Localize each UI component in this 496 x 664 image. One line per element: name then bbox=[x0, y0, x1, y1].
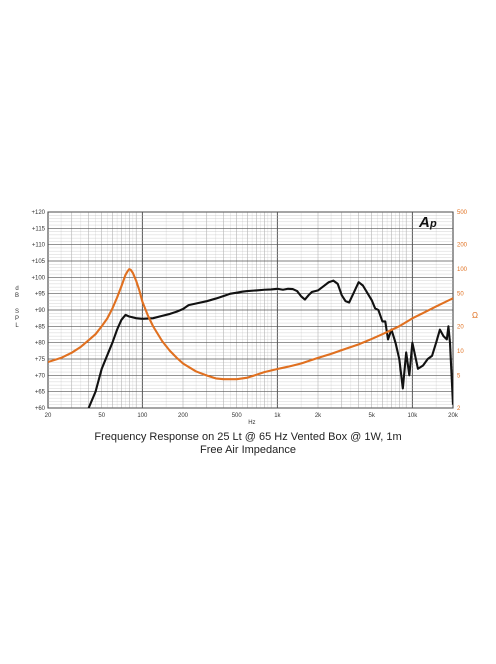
chart-series-layer bbox=[48, 268, 453, 408]
y-right-tick-label: 20 bbox=[457, 324, 464, 330]
x-tick-label: 100 bbox=[137, 413, 148, 419]
ap-logo: A p bbox=[418, 214, 437, 231]
y-left-tick-label: +120 bbox=[31, 210, 45, 216]
y-left-axis-label-char: P bbox=[15, 316, 19, 322]
y-right-tick-label: 2 bbox=[457, 406, 461, 412]
x-tick-label: 1k bbox=[274, 413, 281, 419]
y-left-axis-label-char: L bbox=[15, 323, 19, 329]
y-left-axis-label-char: d bbox=[15, 286, 18, 292]
x-tick-label: 20k bbox=[448, 413, 459, 419]
ap-logo-text-p: p bbox=[429, 218, 437, 230]
y-left-tick-label: +115 bbox=[32, 226, 46, 232]
y-left-tick-label: +75 bbox=[35, 357, 46, 363]
y-right-tick-label: 5 bbox=[457, 373, 461, 379]
x-tick-label: 500 bbox=[232, 413, 243, 419]
x-tick-label: 10k bbox=[408, 413, 419, 419]
chart-caption-subtitle: Free Air Impedance bbox=[200, 444, 296, 456]
chart-caption-title: Frequency Response on 25 Lt @ 65 Hz Vent… bbox=[94, 431, 402, 443]
y-right-tick-label: 200 bbox=[457, 243, 468, 249]
x-tick-label: 50 bbox=[98, 413, 105, 419]
spl-response-line bbox=[87, 279, 453, 408]
x-axis-label: Hz bbox=[248, 420, 255, 426]
x-tick-label: 200 bbox=[178, 413, 189, 419]
y-right-tick-label: 500 bbox=[457, 210, 468, 216]
x-tick-label: 2k bbox=[315, 413, 322, 419]
chart-label-layer: +120 +115 +110 +105 +100 +95 +90 +85 +80 +75 +70 +6… bbox=[15, 210, 478, 426]
y-left-tick-label: +105 bbox=[31, 259, 45, 265]
impedance-line bbox=[48, 268, 453, 381]
y-left-tick-label: +65 bbox=[35, 390, 46, 396]
y-right-axis-label: Ω bbox=[472, 311, 478, 320]
y-left-axis-label-char: B bbox=[15, 293, 19, 299]
y-left-tick-label: +85 bbox=[35, 324, 46, 330]
x-tick-label: 5k bbox=[369, 413, 376, 419]
y-left-tick-label: +100 bbox=[31, 275, 45, 281]
y-left-axis-label-char: S bbox=[15, 309, 19, 315]
y-left-tick-label: +80 bbox=[35, 341, 46, 347]
y-left-tick-label: +90 bbox=[35, 308, 46, 314]
chart-grid bbox=[47, 211, 454, 409]
y-left-tick-label: +60 bbox=[35, 406, 46, 412]
y-left-tick-label: +110 bbox=[32, 243, 46, 249]
y-left-tick-label: +70 bbox=[35, 373, 46, 379]
y-right-tick-label: 100 bbox=[457, 267, 468, 273]
y-right-tick-label: 50 bbox=[457, 292, 464, 298]
x-tick-label: 20 bbox=[45, 413, 52, 419]
y-left-tick-label: +95 bbox=[35, 292, 46, 298]
ap-logo-text: A bbox=[418, 214, 430, 231]
y-right-tick-label: 10 bbox=[457, 349, 464, 355]
